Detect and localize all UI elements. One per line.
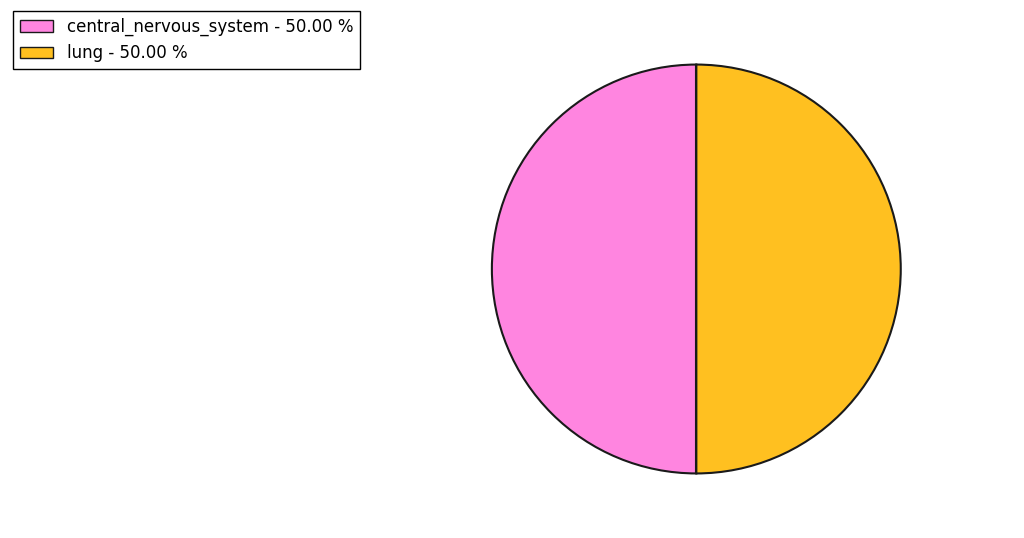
Legend: central_nervous_system - 50.00 %, lung - 50.00 %: central_nervous_system - 50.00 %, lung -…: [13, 11, 360, 69]
Wedge shape: [696, 65, 901, 473]
Wedge shape: [492, 65, 696, 473]
